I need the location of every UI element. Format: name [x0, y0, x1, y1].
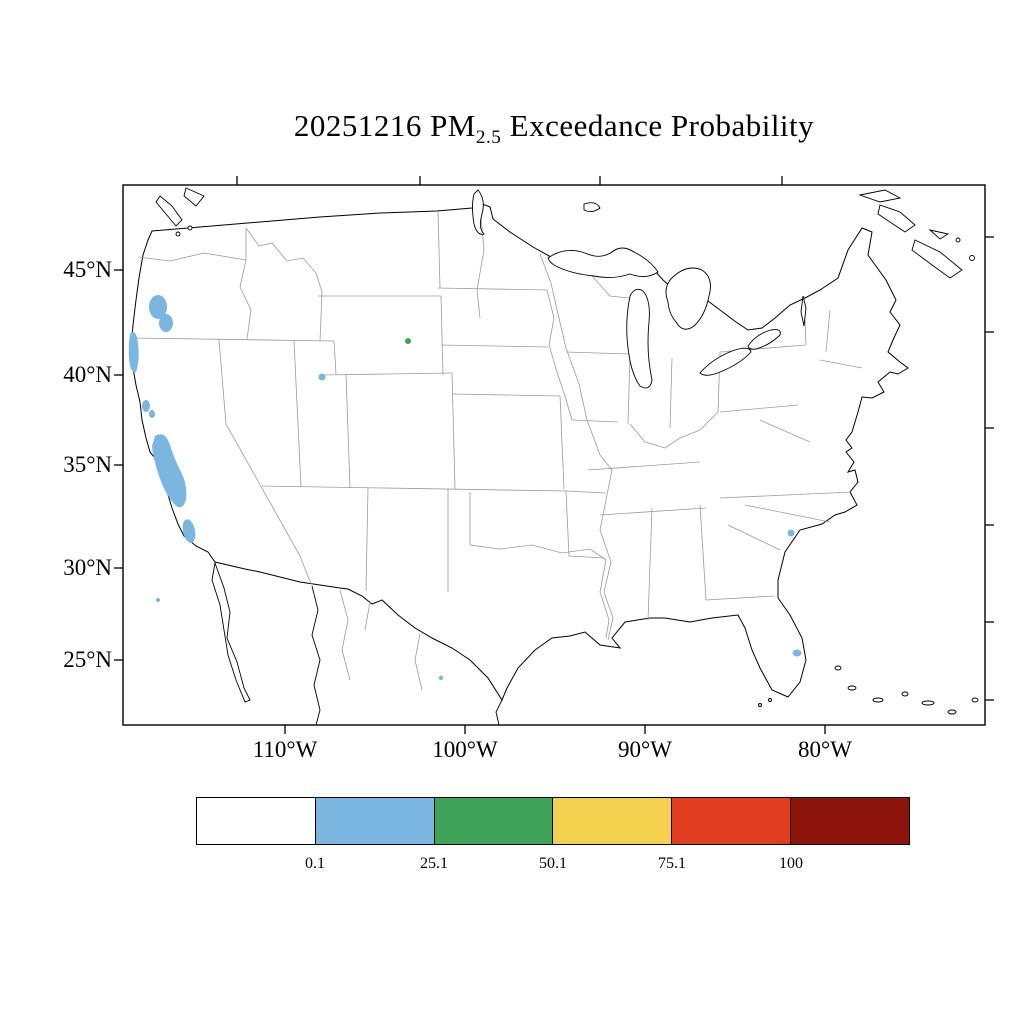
colorbar-tick-label: 0.1: [305, 855, 325, 872]
title-suffix: Exceedance Probability: [501, 108, 815, 143]
colorbar-segment: [671, 797, 792, 845]
title-subscript: 2.5: [475, 127, 502, 149]
islands: [758, 665, 979, 715]
exceedance-patches: [128, 295, 802, 681]
lat-axis-label: 25°N: [63, 647, 112, 672]
lat-axis-label: 30°N: [63, 555, 112, 580]
lon-axis-label: 90°W: [618, 737, 672, 762]
colorbar-segment: [433, 797, 554, 845]
lon-axis-label: 100°W: [432, 737, 498, 762]
exceedance-patch-baja-coast: [156, 598, 160, 602]
lake-erie: [699, 347, 752, 376]
colorbar-tick-label: 25.1: [420, 855, 448, 872]
lake-michigan: [626, 288, 653, 389]
page-title: 20251216 PM2.5 Exceedance Probability: [123, 108, 985, 149]
canada-coastline: [155, 187, 975, 327]
lake-ontario: [747, 329, 781, 350]
colorbar-segment: [790, 797, 910, 845]
exceedance-patch-norcal: [142, 400, 150, 412]
exceedance-patch-utah-wyoming: [318, 373, 326, 381]
title-date-prefix: 20251216 PM: [293, 108, 476, 143]
lat-axis-label: 40°N: [63, 362, 112, 387]
colorbar-tick-label: 100: [779, 855, 803, 872]
exceedance-patch-south-carolina: [787, 529, 795, 537]
lake-superior: [547, 247, 659, 279]
colorbar-segment: [196, 797, 316, 845]
exceedance-patch-socal-coast: [182, 519, 196, 543]
exceedance-patch-oregon-interior: [149, 295, 167, 319]
colorbar-segment: [314, 797, 435, 845]
mexico-state-borders: [339, 589, 423, 691]
mexico-coastline: [211, 561, 503, 726]
lake-huron: [665, 267, 711, 330]
axis-ticks: [114, 176, 994, 734]
great-lakes: [547, 247, 781, 389]
colorbar-tick-label: 75.1: [658, 855, 686, 872]
colorbar-tick-label: 50.1: [539, 855, 567, 872]
exceedance-patch-wyoming-mid: [405, 338, 411, 344]
map-frame: [122, 184, 986, 726]
exceedance-patch-central-valley: [152, 434, 187, 508]
exceedance-patch-oregon-interior: [159, 314, 173, 332]
us-coastline: [130, 202, 909, 702]
lat-axis-label: 35°N: [63, 452, 112, 477]
lon-axis-label: 80°W: [798, 737, 852, 762]
exceedance-patch-norcal: [149, 410, 155, 418]
state-borders: [131, 205, 863, 641]
exceedance-patch-florida: [792, 649, 802, 657]
lat-axis-label: 45°N: [63, 257, 112, 282]
exceedance-patch-oregon-coast: [128, 331, 139, 373]
colorbar: [196, 797, 910, 845]
lon-axis-label: 110°W: [252, 737, 318, 762]
colorbar-segment: [552, 797, 673, 845]
exceedance-patch-texas: [438, 675, 444, 681]
